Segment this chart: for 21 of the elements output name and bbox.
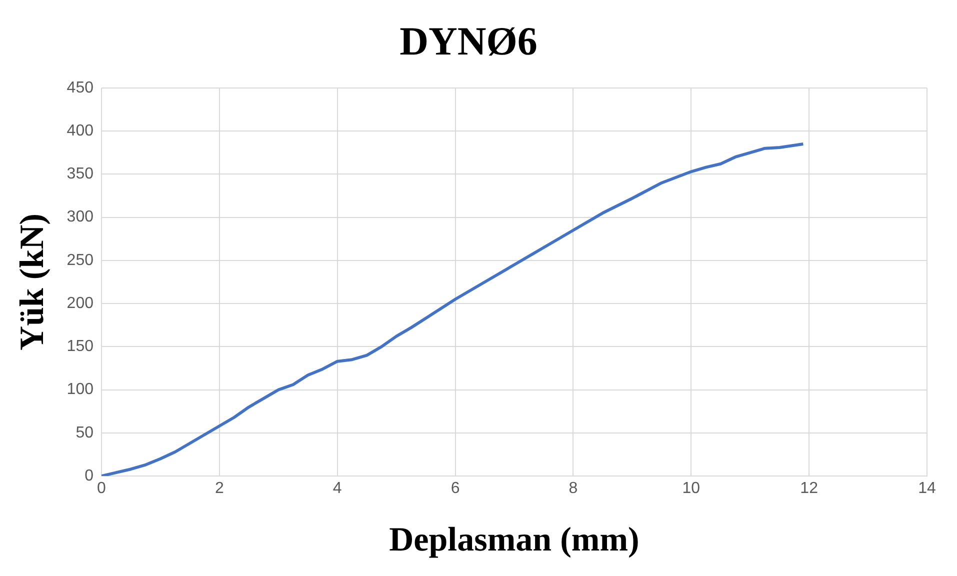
x-tick-label: 12 — [800, 480, 818, 498]
y-tick-label: 150 — [66, 338, 94, 356]
x-tick-label: 8 — [568, 480, 578, 498]
y-tick-label: 100 — [66, 381, 94, 398]
y-tick-label: 50 — [76, 424, 94, 442]
y-tick-label: 250 — [66, 252, 94, 269]
y-tick-label: 200 — [66, 294, 94, 312]
y-tick-label: 0 — [84, 467, 94, 484]
y-tick-label: 300 — [66, 208, 94, 226]
x-tick-label: 6 — [450, 480, 460, 498]
x-tick-label: 14 — [918, 480, 936, 498]
y-tick-label: 350 — [66, 166, 94, 183]
y-axis-title: Yük (kN) — [14, 214, 52, 350]
x-tick-label: 2 — [214, 480, 224, 498]
chart-title: DYNØ6 — [400, 18, 538, 64]
y-tick-label: 400 — [66, 122, 94, 140]
x-tick-label: 4 — [332, 480, 342, 498]
x-tick-label: 10 — [682, 480, 700, 498]
y-tick-label: 450 — [66, 79, 94, 96]
x-tick-label: 0 — [97, 480, 106, 498]
x-axis-title: Deplasman (mm) — [389, 521, 640, 558]
